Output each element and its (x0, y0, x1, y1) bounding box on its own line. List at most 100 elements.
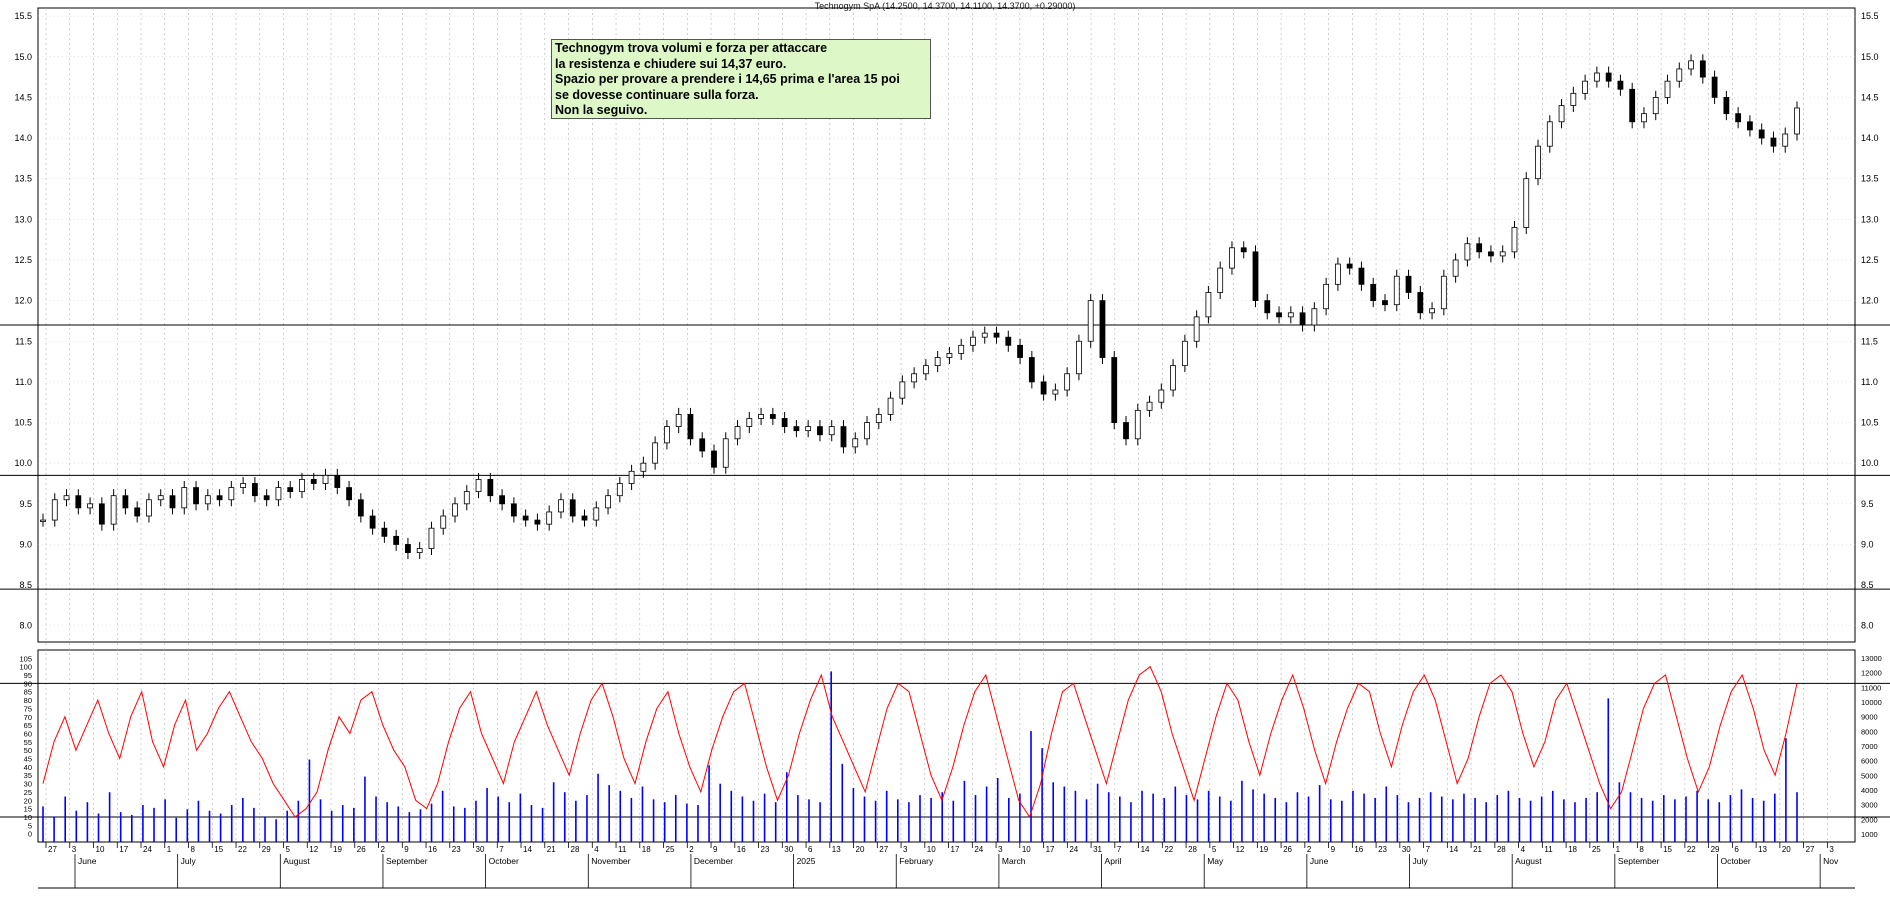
candle-body (746, 418, 753, 428)
candle-body (1582, 80, 1589, 94)
indicator-y-label: 5 (28, 821, 32, 830)
candle-body (251, 483, 258, 497)
x-day-label: 9 (713, 845, 718, 854)
x-day-label: 6 (1734, 845, 1739, 854)
x-day-label: 3 (72, 845, 77, 854)
x-month-label: 2025 (797, 856, 816, 866)
candle-body (1511, 227, 1518, 253)
candle-body (1170, 365, 1176, 391)
volume-y-label: 9000 (1861, 713, 1878, 722)
candle-body (263, 495, 270, 501)
x-day-label: 30 (784, 845, 793, 854)
volume-y-label: 5000 (1861, 771, 1878, 780)
candle-body (1299, 312, 1306, 326)
candle-body (475, 479, 482, 493)
x-day-label: 23 (452, 845, 461, 854)
y-tick-label-left: 9.0 (19, 539, 32, 549)
candle-body (1076, 340, 1082, 375)
candle-body (875, 414, 882, 423)
candle-body (1605, 72, 1612, 82)
candle-body (1205, 292, 1212, 318)
x-day-label: 27 (879, 845, 888, 854)
candle-body (922, 365, 929, 375)
candle-body (510, 503, 517, 517)
candle-body (1264, 300, 1271, 314)
x-day-label: 12 (1236, 845, 1245, 854)
candle-body (1711, 76, 1718, 98)
x-day-label: 2 (1307, 845, 1312, 854)
x-month-label: June (1310, 856, 1329, 866)
x-day-label: 28 (1188, 845, 1197, 854)
candle-body (110, 495, 117, 525)
y-tick-label-right: 13.0 (1861, 214, 1879, 224)
x-month-label: September (1618, 856, 1660, 866)
x-day-label: 3 (1829, 845, 1834, 854)
candle-body (1476, 243, 1483, 253)
x-day-label: 22 (238, 845, 247, 854)
y-tick-label-left: 12.0 (14, 296, 32, 306)
x-day-label: 7 (499, 845, 504, 854)
y-tick-label-left: 13.5 (14, 174, 32, 184)
volume-y-label: 13000 (1861, 654, 1882, 663)
x-day-label: 24 (974, 845, 983, 854)
candle-body (534, 519, 541, 525)
x-day-label: 27 (1806, 845, 1815, 854)
candle-body (1676, 68, 1683, 82)
candle-body (1028, 357, 1035, 383)
y-tick-label-right: 14.5 (1861, 92, 1879, 102)
x-day-label: 5 (1212, 845, 1217, 854)
indicator-y-label: 60 (24, 729, 32, 738)
candle-body (546, 511, 553, 525)
candle-body (452, 503, 458, 517)
indicator-y-label: 105 (19, 654, 32, 663)
x-day-label: 3 (998, 845, 1003, 854)
candle-body (616, 483, 623, 497)
y-tick-label-left: 13.0 (14, 214, 32, 224)
x-month-label: March (1002, 856, 1026, 866)
x-day-label: 11 (618, 845, 627, 854)
x-day-label: 13 (832, 845, 841, 854)
candle-body (1181, 340, 1188, 367)
y-tick-label-right: 11.5 (1861, 336, 1878, 346)
y-tick-label-right: 10.5 (1861, 418, 1879, 428)
candle-body (1334, 263, 1341, 285)
indicator-y-label: 0 (28, 830, 32, 839)
x-day-label: 10 (1022, 845, 1031, 854)
note-line-4: se dovesse continuare sulla forza. (555, 87, 759, 102)
x-day-label: 26 (1283, 845, 1292, 854)
candle-body (1111, 357, 1118, 423)
candle-body (1499, 251, 1506, 257)
candle-body (1358, 267, 1365, 285)
indicator-y-label: 85 (24, 688, 32, 697)
x-month-label: November (591, 856, 630, 866)
candle-body (1370, 283, 1377, 302)
candle-body (1558, 105, 1565, 123)
candle-body (228, 487, 235, 501)
y-tick-label-right: 12.0 (1861, 296, 1879, 306)
x-day-label: 18 (642, 845, 651, 854)
x-day-label: 30 (476, 845, 485, 854)
candle-body (522, 515, 529, 521)
x-month-label: August (1515, 856, 1542, 866)
candle-body (169, 495, 176, 509)
candle-body (1593, 72, 1600, 82)
candle-body (1064, 373, 1071, 391)
candle-body (357, 499, 364, 517)
candle-body (1005, 336, 1012, 346)
candle-body (958, 344, 965, 354)
candle-body (1664, 80, 1671, 98)
x-day-label: 29 (262, 845, 271, 854)
candle-body (581, 515, 588, 521)
candle-body (1134, 409, 1141, 440)
candle-body (381, 527, 388, 537)
x-day-label: 22 (1164, 845, 1173, 854)
x-day-label: 2 (689, 845, 694, 854)
x-day-label: 20 (1782, 845, 1791, 854)
candle-body (463, 491, 470, 505)
x-day-label: 15 (1663, 845, 1672, 854)
volume-y-label: 2000 (1861, 815, 1878, 824)
y-tick-label-left: 9.5 (19, 499, 32, 509)
indicator-y-label: 45 (24, 755, 32, 764)
x-day-label: 4 (594, 845, 599, 854)
x-day-label: 29 (1711, 845, 1720, 854)
